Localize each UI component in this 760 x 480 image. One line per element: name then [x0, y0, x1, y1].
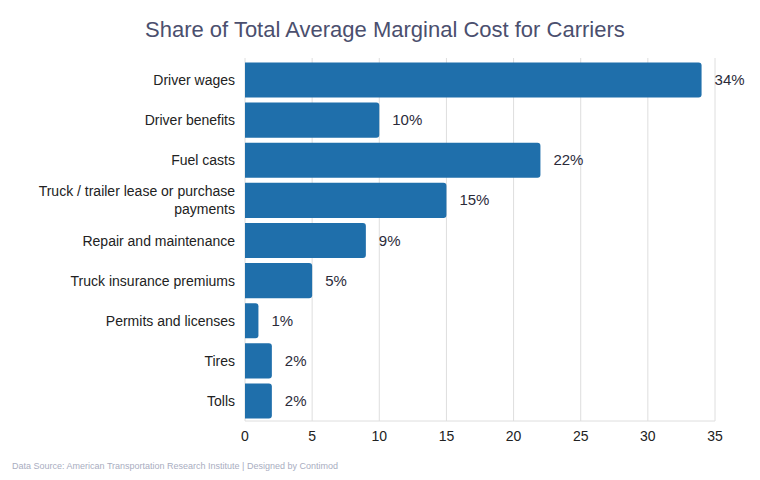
data-label: 1%: [271, 312, 293, 329]
grid-line: [580, 58, 581, 421]
category-label: Truck / trailer lease or purchasepayment…: [39, 183, 236, 217]
title: Share of Total Average Marginal Cost for…: [145, 17, 625, 42]
tick-label: 20: [506, 428, 522, 444]
bar: [245, 183, 446, 218]
category-label: Driver benefits: [145, 112, 235, 128]
bar: [245, 143, 540, 178]
bar: [245, 263, 312, 298]
bar: [245, 63, 702, 98]
data-label: 2%: [285, 392, 307, 409]
category-label: Repair and maintenance: [82, 233, 235, 249]
bar: [245, 343, 272, 378]
category-label: Driver wages: [153, 72, 235, 88]
data-label: 10%: [392, 111, 422, 128]
source: Data Source: American Transportation Res…: [12, 461, 338, 471]
bar: [245, 223, 366, 258]
tick-label: 15: [439, 428, 455, 444]
data-label: 5%: [325, 272, 347, 289]
grid-line: [446, 58, 447, 421]
grid-line: [513, 58, 514, 421]
tick-label: 30: [640, 428, 656, 444]
bar: [245, 103, 379, 138]
tick-label: 35: [707, 428, 723, 444]
x-axis: 0 5 10 15 20 25 30 35: [241, 58, 723, 444]
tick-label: 5: [308, 428, 316, 444]
axis-line: [245, 421, 715, 422]
tick-label: 10: [371, 428, 387, 444]
chart: Share of Total Average Marginal Cost for…: [0, 0, 760, 480]
bars: [245, 63, 702, 419]
bar: [245, 383, 272, 418]
data-label: 9%: [379, 232, 401, 249]
data-label: 34%: [715, 71, 745, 88]
category-label: Tolls: [207, 393, 235, 409]
data-label: 22%: [553, 151, 583, 168]
category-label: Permits and licenses: [106, 313, 235, 329]
tick-label: 0: [241, 428, 249, 444]
grid-line: [647, 58, 648, 421]
bar: [245, 303, 258, 338]
data-label: 2%: [285, 352, 307, 369]
grid-line: [715, 58, 716, 421]
category-label: Fuel casts: [171, 152, 235, 168]
category-label: Truck insurance premiums: [71, 273, 235, 289]
data-label: 15%: [459, 191, 489, 208]
category-label: Tires: [204, 353, 235, 369]
tick-label: 25: [573, 428, 589, 444]
